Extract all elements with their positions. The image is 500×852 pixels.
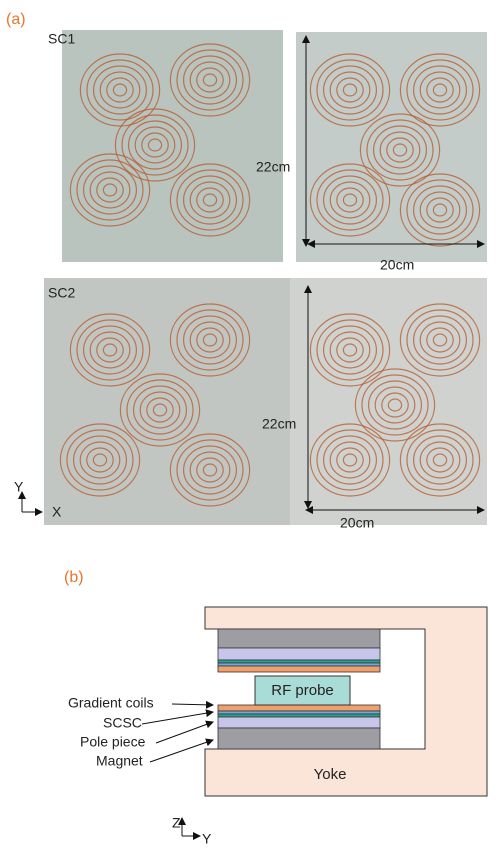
- label-arrows: [142, 704, 213, 762]
- yoke-label: Yoke: [314, 766, 347, 783]
- sc2-height: 22cm: [262, 416, 296, 432]
- axis-label: X: [52, 504, 62, 520]
- label: Magnet: [96, 753, 143, 769]
- lower-stack: [218, 705, 380, 749]
- axis-arrows: [22, 494, 42, 512]
- sc2-width: 20cm: [340, 515, 374, 531]
- label: Pole piece: [80, 734, 146, 750]
- sc2-label: SC2: [48, 285, 75, 301]
- sc1-width: 20cm: [380, 257, 414, 273]
- axis-label: Z: [172, 815, 181, 831]
- upper-stack: [218, 629, 380, 672]
- label: Gradient coils: [68, 695, 154, 711]
- photo-sc1: [44, 30, 487, 525]
- sc1-label: SC1: [48, 31, 75, 47]
- rf-probe-label: RF probe: [271, 682, 334, 699]
- panel-label: (b): [64, 569, 84, 586]
- panel-label: (a): [6, 11, 26, 28]
- figure: (a) SC1 22cm 20cm SC2 22cm 20cm Y X (b) …: [0, 0, 500, 852]
- sc1-height: 22cm: [256, 159, 290, 175]
- axis-label: Y: [14, 479, 24, 495]
- label: SCSC: [103, 715, 142, 731]
- axis-label: Y: [202, 831, 212, 847]
